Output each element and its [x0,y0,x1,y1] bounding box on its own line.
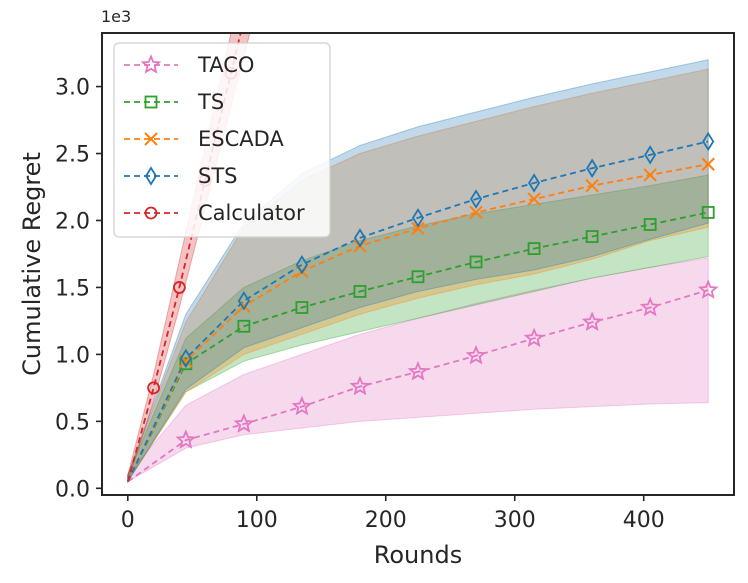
legend-item-escada: ESCADA [124,127,284,151]
taco-point [175,429,197,449]
legend-box [113,42,331,238]
ts-line [126,211,709,483]
escada-point [469,205,483,220]
taco-line [127,289,709,483]
ts-point [179,357,193,371]
sts-point [644,145,657,165]
x-tick-label: 400 [623,508,665,533]
plot-frame [101,32,735,496]
legend-label-sts: STS [198,164,238,188]
y-offset-label: 1e3 [101,7,131,26]
taco-point [523,327,545,348]
legend-marker-calculator [144,206,158,220]
sts-point [586,158,599,178]
y-tick-label: 1.5 [55,276,90,301]
ts-point [643,218,657,231]
x-tick-label: 100 [236,508,278,533]
legend-item-taco: TACO [124,53,254,77]
sts-point [469,189,483,209]
taco-point [233,413,255,433]
legend-marker-taco [140,54,162,74]
calculator-point [147,381,160,395]
ts-confidence-band [127,174,709,484]
ts-point [353,285,367,298]
legend-item-calculator: Calculator [124,201,305,225]
taco-point [639,296,661,317]
taco-point [349,375,371,396]
ts-point [295,301,309,314]
taco-confidence-band [127,257,709,483]
y-tick-label: 3.0 [55,76,90,101]
legend-marker-ts [144,95,158,109]
y-tick-label: 2.5 [55,143,90,168]
sts-point [702,131,715,152]
ts-point [411,270,425,284]
legend-label-taco: TACO [197,53,254,77]
y-tick-label: 0.5 [55,410,90,435]
y-axis-title: Cumulative Regret [18,152,46,376]
calculator-line [126,33,242,482]
legend: TACO TS ESCADA STS Calculator [113,42,331,238]
taco-point [465,344,487,365]
legend-label-calculator: Calculator [198,201,305,225]
escada-point [585,178,599,193]
taco-point [407,360,429,381]
ts-point [701,206,715,219]
sts-point [411,208,425,228]
legend-marker-escada [144,132,158,146]
escada-point [701,157,715,171]
ts-point [469,255,483,269]
taco-point [291,395,313,416]
legend-label-ts: TS [197,90,224,114]
sts-point [237,291,250,311]
escada-point [643,168,657,182]
y-tick-label: 2.0 [55,209,90,234]
legend-item-sts: STS [124,164,238,188]
legend-marker-sts [144,166,158,186]
x-tick-label: 200 [365,508,407,533]
x-tick-label: 300 [494,508,536,533]
sts-point [179,348,192,369]
sts-line [126,140,709,482]
sts-point [353,228,367,248]
calculator-point [172,281,186,294]
y-tick-label: 1.0 [55,343,90,368]
ts-point [237,319,251,333]
x-tick-label: 0 [121,508,135,533]
ts-point [527,242,541,256]
x-axis-title: Rounds [374,541,462,569]
ts-point [585,230,599,243]
taco-point [697,279,719,299]
taco-point [581,311,603,332]
escada-confidence-band [127,68,709,484]
escada-point [411,221,425,236]
sts-point [528,173,541,193]
sts-point [295,254,308,275]
escada-point [527,192,541,206]
legend-label-escada: ESCADA [198,127,284,151]
legend-item-ts: TS [124,90,224,114]
y-tick-label: 0.0 [55,477,90,502]
